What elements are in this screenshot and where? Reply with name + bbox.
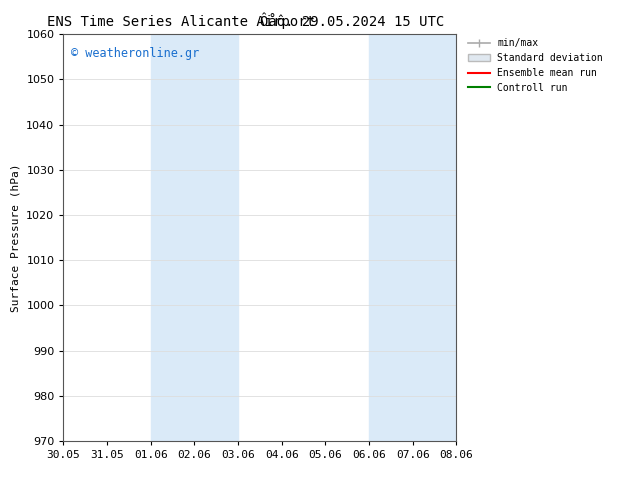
Bar	[369, 34, 456, 441]
Legend: min/max, Standard deviation, Ensemble mean run, Controll run: min/max, Standard deviation, Ensemble me…	[464, 34, 607, 97]
Text: © weatheronline.gr: © weatheronline.gr	[71, 47, 200, 59]
Bar	[151, 34, 238, 441]
Y-axis label: Surface Pressure (hPa): Surface Pressure (hPa)	[11, 163, 21, 312]
Text: Ôåô. 29.05.2024 15 UTC: Ôåô. 29.05.2024 15 UTC	[260, 15, 444, 29]
Text: ENS Time Series Alicante Airport: ENS Time Series Alicante Airport	[47, 15, 314, 29]
